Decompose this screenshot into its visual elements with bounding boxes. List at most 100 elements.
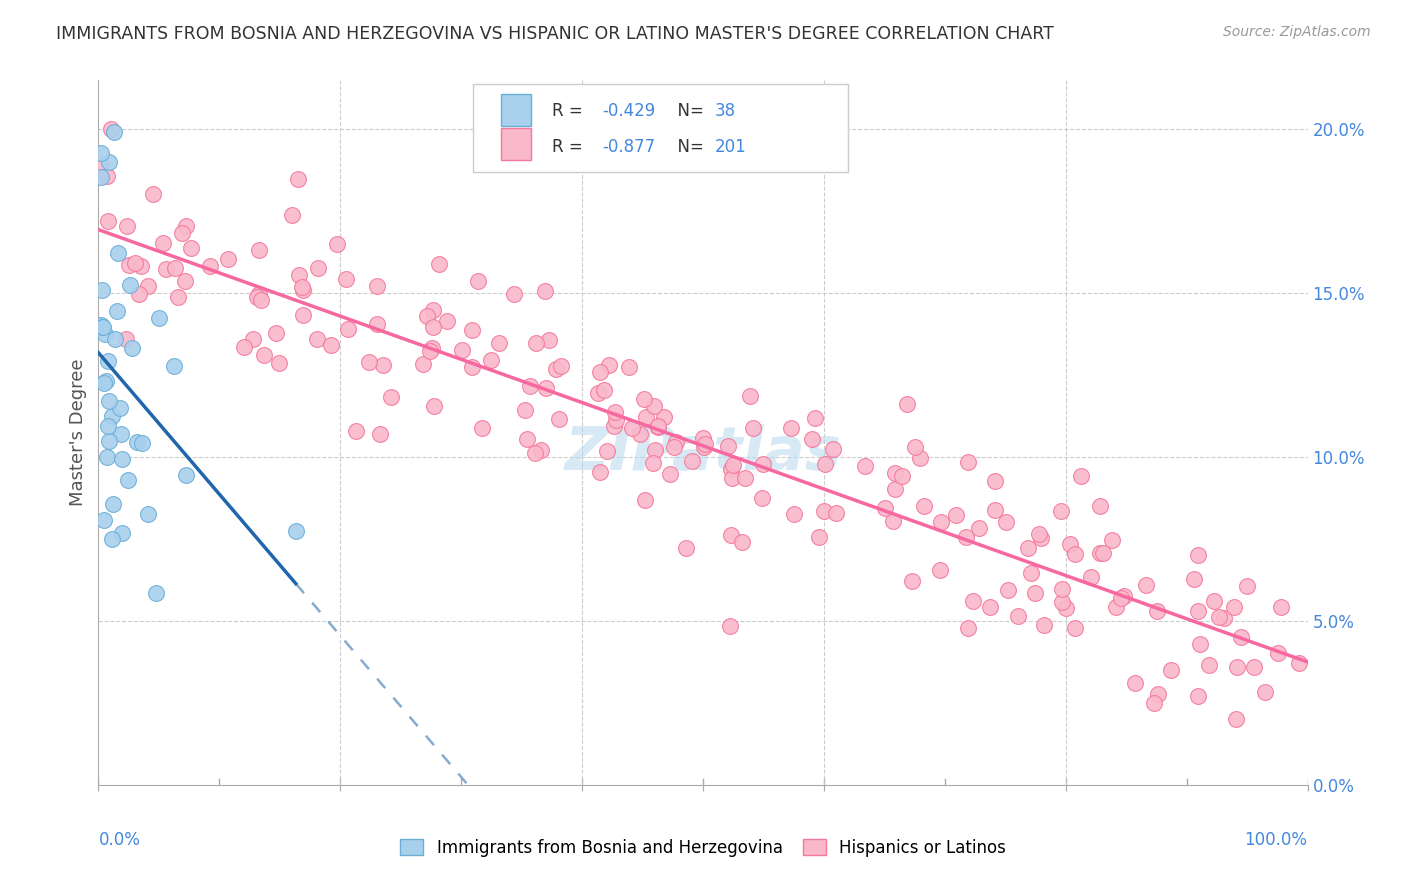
Point [307, 260, 329, 275]
Text: -0.877: -0.877 [603, 138, 655, 156]
Point [173, 274, 195, 288]
Point [305, 332, 328, 346]
Point [586, 386, 609, 401]
Point [98, 154, 121, 169]
Point [738, 389, 761, 403]
Point [717, 439, 740, 453]
Point [1236, 579, 1258, 593]
Legend: Immigrants from Bosnia and Herzegovina, Hispanics or Latinos: Immigrants from Bosnia and Herzegovina, … [394, 832, 1012, 863]
Point [644, 442, 666, 457]
Point [605, 412, 627, 426]
Point [1019, 566, 1042, 581]
Point [461, 360, 484, 375]
Point [595, 443, 617, 458]
Point [91, 283, 114, 297]
Point [807, 530, 830, 544]
Point [1054, 600, 1077, 615]
Point [900, 574, 922, 588]
Point [90, 320, 112, 334]
Point [479, 353, 502, 368]
Point [537, 334, 560, 348]
Point [1288, 656, 1310, 670]
Point [368, 427, 391, 442]
Point [94, 326, 117, 341]
Point [165, 260, 187, 275]
Point [665, 434, 688, 449]
Point [180, 241, 202, 255]
Point [633, 392, 655, 406]
Point [117, 473, 139, 487]
Point [359, 355, 381, 369]
Point [523, 446, 546, 460]
Point [1028, 527, 1050, 541]
Point [721, 458, 744, 472]
Point [617, 360, 640, 375]
Point [104, 332, 127, 346]
Point [634, 410, 657, 425]
Point [136, 279, 159, 293]
Point [1007, 609, 1029, 624]
Point [855, 458, 877, 473]
Point [152, 235, 174, 250]
Point [589, 365, 612, 379]
FancyBboxPatch shape [474, 84, 848, 172]
Point [292, 283, 315, 297]
Point [246, 290, 269, 304]
Point [269, 356, 291, 370]
Point [779, 421, 801, 435]
Point [287, 268, 309, 283]
Point [628, 426, 651, 441]
Point [128, 287, 150, 301]
Point [912, 499, 935, 513]
Point [366, 278, 388, 293]
Point [692, 430, 714, 444]
Point [107, 245, 129, 260]
Point [1223, 600, 1246, 615]
Point [1059, 537, 1081, 551]
Point [121, 341, 143, 355]
Point [1198, 657, 1220, 672]
Point [287, 171, 309, 186]
Point [603, 418, 626, 433]
Point [621, 421, 644, 435]
Point [335, 272, 357, 286]
Point [131, 259, 153, 273]
Point [125, 434, 148, 449]
Point [1033, 617, 1056, 632]
Point [100, 122, 122, 136]
Point [284, 524, 307, 538]
Point [97, 214, 120, 228]
Point [250, 293, 273, 307]
Point [422, 303, 444, 318]
Point [97, 354, 120, 368]
Point [174, 468, 197, 483]
Point [419, 343, 441, 358]
Point [93, 376, 115, 391]
Point [148, 311, 170, 326]
Point [519, 379, 541, 393]
FancyBboxPatch shape [501, 95, 531, 126]
Point [1213, 611, 1236, 625]
Point [1230, 630, 1253, 644]
Point [1188, 637, 1211, 651]
Point [593, 383, 616, 397]
Point [1254, 685, 1277, 699]
Point [422, 319, 444, 334]
Point [174, 219, 197, 233]
Point [731, 535, 754, 549]
Text: Source: ZipAtlas.com: Source: ZipAtlas.com [1223, 25, 1371, 39]
Point [461, 323, 484, 337]
Point [891, 469, 914, 483]
Text: 0.0%: 0.0% [98, 830, 141, 849]
Point [101, 409, 124, 424]
Point [634, 493, 657, 508]
Point [101, 532, 124, 546]
Point [641, 456, 664, 470]
Point [1267, 646, 1289, 660]
Text: ZIPatlas: ZIPatlas [564, 425, 842, 483]
Point [266, 326, 288, 340]
Point [145, 586, 167, 600]
Point [89, 158, 111, 172]
Point [1225, 713, 1247, 727]
Point [1160, 663, 1182, 677]
